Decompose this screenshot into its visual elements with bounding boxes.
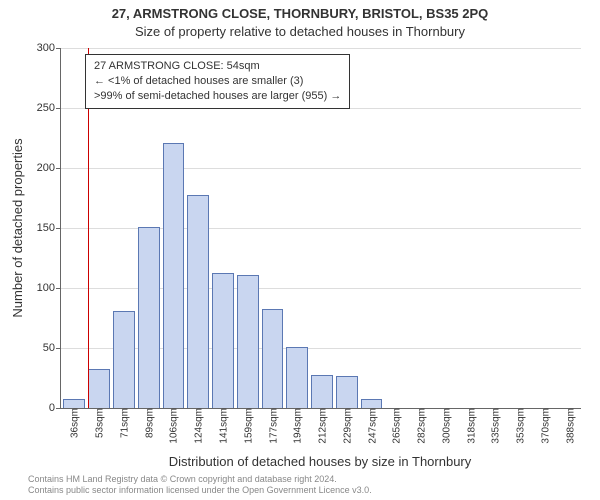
x-tick-label: 388sqm [561,408,576,444]
histogram-bar [311,375,333,408]
bar-slot: 335sqm [482,48,507,408]
x-tick-label: 177sqm [264,408,279,444]
x-tick-label: 370sqm [536,408,551,444]
x-tick-label: 71sqm [115,408,130,438]
histogram-bar [63,399,85,408]
attribution-line: Contains HM Land Registry data © Crown c… [28,474,372,485]
y-tick-label: 0 [25,402,55,414]
x-tick-label: 335sqm [487,408,502,444]
chart-container: 27, ARMSTRONG CLOSE, THORNBURY, BRISTOL,… [0,0,600,500]
histogram-bar [286,347,308,408]
y-tick-label: 100 [25,282,55,294]
bar-slot: 318sqm [457,48,482,408]
bar-slot: 300sqm [432,48,457,408]
attribution-line: Contains public sector information licen… [28,485,372,496]
x-tick-label: 265sqm [388,408,403,444]
y-tick-label: 200 [25,162,55,174]
info-box-line: ← <1% of detached houses are smaller (3) [94,74,341,89]
y-tick-label: 300 [25,42,55,54]
chart-title: 27, ARMSTRONG CLOSE, THORNBURY, BRISTOL,… [0,6,600,21]
chart-subtitle: Size of property relative to detached ho… [0,24,600,39]
x-tick-label: 89sqm [140,408,155,438]
y-tick-label: 150 [25,222,55,234]
x-tick-label: 194sqm [289,408,304,444]
y-tick-label: 50 [25,342,55,354]
bar-slot: 247sqm [358,48,383,408]
bar-slot: 388sqm [556,48,581,408]
histogram-bar [361,399,383,408]
x-tick-label: 353sqm [512,408,527,444]
bar-slot: 36sqm [61,48,86,408]
histogram-bar [262,309,284,408]
x-tick-label: 53sqm [91,408,106,438]
bar-slot: 353sqm [507,48,532,408]
histogram-bar [138,227,160,408]
bar-slot: 370sqm [532,48,557,408]
histogram-bar [336,376,358,408]
histogram-bar [88,369,110,408]
bar-slot: 265sqm [383,48,408,408]
bar-slot: 282sqm [408,48,433,408]
x-axis-label: Distribution of detached houses by size … [60,454,580,469]
y-tick-label: 250 [25,102,55,114]
histogram-bar [237,275,259,408]
x-tick-label: 247sqm [363,408,378,444]
x-tick-label: 229sqm [338,408,353,444]
attribution: Contains HM Land Registry data © Crown c… [28,474,372,496]
x-tick-label: 300sqm [437,408,452,444]
x-tick-label: 36sqm [66,408,81,438]
x-tick-label: 159sqm [239,408,254,444]
histogram-bar [113,311,135,408]
info-box-line: 27 ARMSTRONG CLOSE: 54sqm [94,59,341,74]
histogram-bar [212,273,234,408]
y-axis-label: Number of detached properties [10,48,25,408]
histogram-bar [187,195,209,408]
x-tick-label: 124sqm [190,408,205,444]
info-box: 27 ARMSTRONG CLOSE: 54sqm← <1% of detach… [85,54,350,109]
x-tick-label: 106sqm [165,408,180,444]
y-tick-mark [56,408,61,409]
x-tick-label: 282sqm [413,408,428,444]
histogram-bar [163,143,185,408]
info-box-line: >99% of semi-detached houses are larger … [94,89,341,104]
x-tick-label: 318sqm [462,408,477,444]
x-tick-label: 141sqm [214,408,229,444]
plot-area: 05010015020025030036sqm53sqm71sqm89sqm10… [60,48,581,409]
x-tick-label: 212sqm [314,408,329,444]
